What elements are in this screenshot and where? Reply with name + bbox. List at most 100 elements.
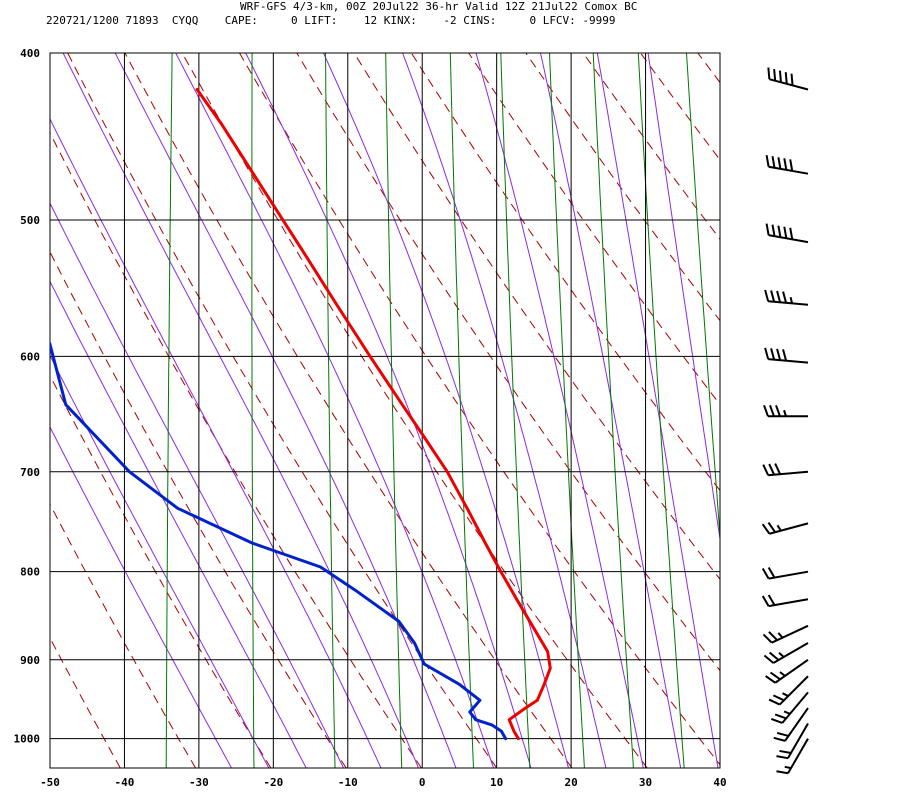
y-tick-label: 900 xyxy=(20,654,40,667)
moist-adiabat xyxy=(475,53,644,768)
mixing-ratio-line xyxy=(549,53,585,768)
wind-barb-flag xyxy=(789,159,794,172)
dry-adiabat xyxy=(353,53,720,581)
wind-barb-flag xyxy=(779,749,792,754)
wind-barb-half-flag xyxy=(777,632,784,639)
moist-adiabat xyxy=(596,53,719,768)
wind-barb-flag xyxy=(765,155,770,167)
x-tick-label: -30 xyxy=(189,776,209,789)
wind-barb-half-flag xyxy=(789,296,794,304)
wind-barb-flag xyxy=(790,73,794,86)
wind-barb-shaft xyxy=(772,642,809,664)
wind-barb-flag xyxy=(773,68,777,81)
wind-barb-flag xyxy=(770,348,776,360)
wind-barb-half-flag xyxy=(782,692,789,697)
mixing-ratio-line xyxy=(686,53,720,542)
thermodynamic-background xyxy=(50,53,900,768)
wind-barb-shaft xyxy=(787,738,809,774)
wind-barb xyxy=(762,624,809,644)
wind-barb-half-flag xyxy=(784,765,792,770)
moist-adiabat xyxy=(539,53,682,768)
wind-barb xyxy=(765,658,809,684)
wind-barb-flag xyxy=(775,404,781,417)
mixing-ratio-line xyxy=(637,53,685,768)
station-indices-line: 220721/1200 71893 CYQQ CAPE: 0 LIFT: 12 … xyxy=(46,14,616,27)
y-tick-label: 600 xyxy=(20,350,40,363)
x-tick-label: 10 xyxy=(490,776,503,789)
mixing-ratio-line xyxy=(251,53,255,768)
wind-barb-shaft xyxy=(779,675,809,706)
wind-barb-flag xyxy=(767,522,776,533)
x-tick-label: 0 xyxy=(419,776,426,789)
wind-barb-flag xyxy=(767,67,771,80)
sounding-profiles xyxy=(50,88,552,741)
wind-barb-flag xyxy=(761,567,770,580)
dry-adiabat xyxy=(50,131,422,768)
wind-barb-flag xyxy=(784,72,788,84)
wind-barb-flag xyxy=(783,226,788,239)
wind-barb-shaft xyxy=(769,522,809,535)
wind-barb-flag xyxy=(774,463,782,475)
mixing-ratio-line xyxy=(165,53,173,768)
x-tick-label: -40 xyxy=(115,776,135,789)
dry-adiabat xyxy=(468,53,720,406)
y-tick-label: 400 xyxy=(20,47,40,60)
wind-barb-shaft xyxy=(768,570,809,580)
y-tick-label: 800 xyxy=(20,566,40,579)
wind-barb xyxy=(776,723,809,760)
wind-barb-flag xyxy=(762,633,773,644)
wind-barb-shaft xyxy=(768,598,809,608)
moist-adiabat xyxy=(175,53,495,768)
moist-adiabat xyxy=(647,53,720,542)
wind-barb-shaft xyxy=(768,358,809,364)
wind-barb-flag xyxy=(783,158,788,171)
wind-barb-flag xyxy=(764,289,770,302)
plot-frame xyxy=(49,52,721,769)
wind-barb xyxy=(761,594,809,608)
wind-barb-flag xyxy=(777,225,782,238)
wind-barb-flag xyxy=(768,463,776,476)
wind-barb xyxy=(763,404,808,418)
moist-adiabat xyxy=(50,354,270,768)
wind-barb-shaft xyxy=(774,658,809,684)
wind-barb xyxy=(773,707,809,742)
moist-adiabat xyxy=(62,53,420,768)
moist-adiabat xyxy=(402,53,607,768)
wind-barb-flag xyxy=(776,731,789,737)
wind-barb xyxy=(765,223,809,244)
wind-barb-half-flag xyxy=(778,652,785,658)
wind-barb-flag xyxy=(772,694,785,702)
temperature-profile xyxy=(195,88,552,741)
wind-barb-flag xyxy=(776,348,782,361)
wind-barb-flag xyxy=(767,594,776,606)
dry-adiabat xyxy=(50,374,272,768)
dry-adiabat xyxy=(50,503,197,768)
mixing-ratio-line xyxy=(592,53,634,768)
wind-barb-flag xyxy=(769,404,775,417)
wind-barb-flag xyxy=(768,651,780,661)
wind-barb-flag xyxy=(776,755,789,760)
wind-barb xyxy=(764,347,809,364)
wind-barb-flag xyxy=(769,671,781,681)
x-axis-ticks: -50 -40 -30 -20 -10 0 10 20 30 40 xyxy=(40,776,727,789)
dry-adiabat xyxy=(410,53,720,492)
wind-barb-shaft xyxy=(768,165,809,175)
wind-barb-flag xyxy=(778,70,782,83)
wind-barb-flag xyxy=(773,736,786,742)
dry-adiabat xyxy=(50,250,347,768)
dry-adiabat xyxy=(812,53,900,768)
y-tick-label: 1000 xyxy=(14,733,41,746)
wind-barb xyxy=(765,155,809,175)
dry-adiabat xyxy=(124,53,573,768)
wind-barb-shaft xyxy=(771,624,809,644)
wind-barb-half-flag xyxy=(783,710,791,715)
wind-barb-flag xyxy=(771,224,776,237)
moist-adiabat xyxy=(245,53,532,768)
wind-barb-flag xyxy=(782,349,788,361)
wind-barb-flag xyxy=(770,718,783,724)
wind-barb-flag xyxy=(768,698,781,706)
wind-barb-flag xyxy=(763,404,769,417)
x-tick-label: -20 xyxy=(263,776,283,789)
moist-adiabat xyxy=(50,117,382,768)
